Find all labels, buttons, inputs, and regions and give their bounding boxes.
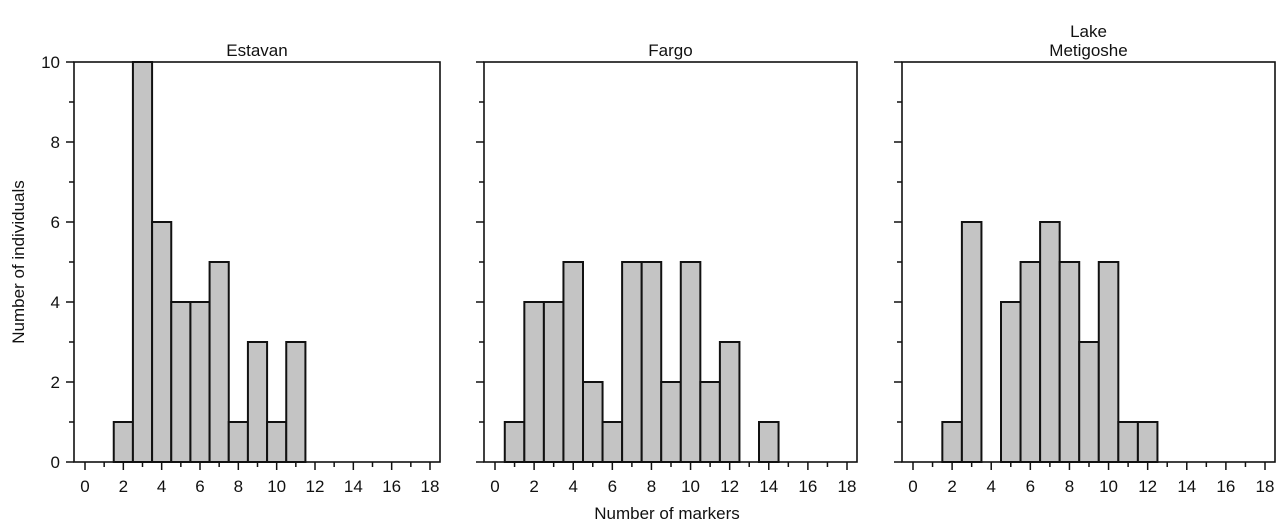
histogram-bar <box>112 421 134 463</box>
histogram-bar <box>1097 261 1120 463</box>
histogram-bar <box>758 421 780 463</box>
histogram-panels: 0 2 4 6 8 10 12 14 16 18 0 2 4 6 8 10 Estavan 0 2 4 6 8 10 12 14… <box>41 22 1276 496</box>
panel-title: Lake <box>1070 22 1107 41</box>
histogram-bar <box>562 261 585 463</box>
histogram-bar <box>679 261 702 463</box>
y-tick-label: 10 <box>41 53 60 72</box>
histogram-bar <box>542 301 565 463</box>
panel-title: Fargo <box>648 41 692 60</box>
x-tick-label: 16 <box>382 477 401 496</box>
x-tick-label: 8 <box>647 477 656 496</box>
histogram-bar <box>246 341 269 463</box>
x-tick-label: 0 <box>490 477 499 496</box>
panel-title: Estavan <box>226 41 287 60</box>
x-tick-label: 2 <box>529 477 538 496</box>
chart-panel-1: 0 2 4 6 8 10 12 14 16 18 Fargo <box>476 41 858 496</box>
histogram-bar <box>960 221 983 463</box>
histogram-bar <box>699 381 721 463</box>
histogram-bar <box>601 421 624 463</box>
histogram-bar <box>189 301 211 463</box>
x-tick-label: 4 <box>568 477 577 496</box>
x-tick-label: 8 <box>1065 477 1074 496</box>
x-tick-label: 0 <box>908 477 917 496</box>
x-tick-label: 16 <box>1216 477 1235 496</box>
y-tick-label: 2 <box>51 373 60 392</box>
y-tick-label: 6 <box>51 213 60 232</box>
y-axis-title: Number of individuals <box>9 180 28 343</box>
y-tick-label: 4 <box>51 293 60 312</box>
histogram-bar <box>660 381 682 463</box>
x-tick-label: 4 <box>986 477 995 496</box>
histogram-bar <box>1117 421 1139 463</box>
histogram-bar <box>523 301 545 463</box>
panel-title: Metigoshe <box>1049 41 1127 60</box>
x-tick-label: 18 <box>421 477 440 496</box>
histogram-bar <box>266 421 288 463</box>
histogram-bar <box>582 381 604 463</box>
x-tick-label: 2 <box>947 477 956 496</box>
x-tick-label: 12 <box>720 477 739 496</box>
x-tick-label: 14 <box>1177 477 1196 496</box>
histogram-bar <box>208 261 230 463</box>
histogram-bar <box>1000 301 1022 463</box>
y-tick-label: 8 <box>51 133 60 152</box>
x-tick-label: 6 <box>1026 477 1035 496</box>
x-tick-label: 6 <box>195 477 204 496</box>
histogram-bar <box>285 341 307 463</box>
histogram-bar <box>170 301 192 463</box>
x-tick-label: 14 <box>344 477 363 496</box>
x-tick-label: 0 <box>80 477 89 496</box>
histogram-bar <box>941 421 963 463</box>
x-tick-label: 2 <box>119 477 128 496</box>
histogram-bar <box>718 341 741 463</box>
x-tick-label: 8 <box>234 477 243 496</box>
y-tick-label: 0 <box>51 453 60 472</box>
x-tick-label: 10 <box>267 477 286 496</box>
x-tick-label: 18 <box>838 477 857 496</box>
x-tick-label: 4 <box>157 477 166 496</box>
histogram-bar <box>1058 261 1081 463</box>
histogram-bar <box>151 221 173 463</box>
histogram-bar <box>1019 261 1042 463</box>
histogram-bar <box>640 261 663 463</box>
histogram-bar <box>131 61 154 463</box>
histogram-bar <box>227 421 249 463</box>
x-tick-label: 6 <box>608 477 617 496</box>
x-tick-label: 10 <box>681 477 700 496</box>
x-axis-title: Number of markers <box>594 504 739 523</box>
histogram-bar <box>621 261 643 463</box>
x-tick-label: 12 <box>1138 477 1157 496</box>
histogram-bar <box>1039 221 1061 463</box>
x-tick-label: 10 <box>1099 477 1118 496</box>
x-tick-label: 18 <box>1256 477 1275 496</box>
x-tick-label: 12 <box>306 477 325 496</box>
x-tick-label: 14 <box>759 477 778 496</box>
histogram-bar <box>503 421 526 463</box>
chart-panel-0: 0 2 4 6 8 10 12 14 16 18 0 2 4 6 8 10 Estavan <box>41 41 441 496</box>
histogram-bar <box>1136 421 1159 463</box>
histogram-bar <box>1078 341 1100 463</box>
x-tick-label: 16 <box>798 477 817 496</box>
